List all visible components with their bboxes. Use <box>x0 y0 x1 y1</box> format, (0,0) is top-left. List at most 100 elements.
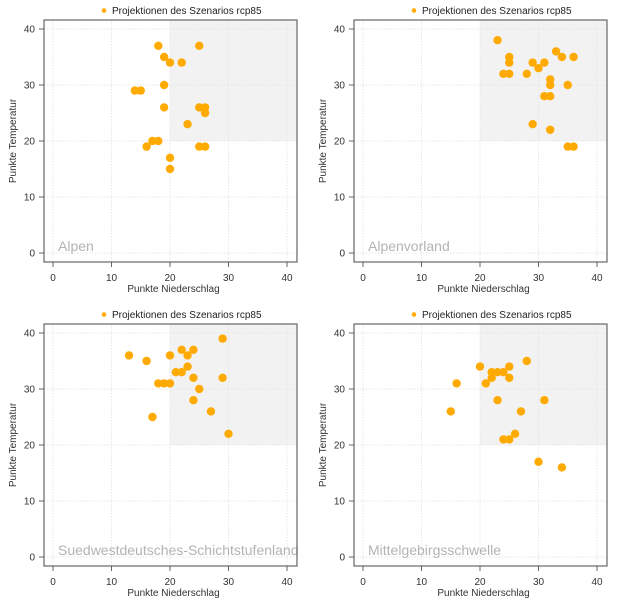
y-tick-label: 30 <box>334 385 346 396</box>
legend-marker <box>411 8 417 13</box>
data-point <box>505 58 514 67</box>
region-label: Suedwestdeutsches-Schichtstufenland <box>58 542 298 558</box>
x-tick-label: 20 <box>474 577 486 588</box>
y-tick-label: 0 <box>339 553 345 564</box>
y-tick-label: 10 <box>24 193 36 204</box>
data-point <box>475 362 485 371</box>
data-point <box>218 334 227 343</box>
data-point <box>159 52 169 62</box>
x-tick-label: 0 <box>360 577 366 588</box>
y-tick-label: 40 <box>24 25 36 36</box>
data-point <box>224 429 233 438</box>
data-point <box>165 58 175 67</box>
y-tick-label: 10 <box>334 193 346 204</box>
data-point <box>551 47 561 56</box>
legend-label: Projektionen des Szenarios rcp85 <box>112 6 262 17</box>
data-point <box>493 368 502 377</box>
data-point <box>446 407 455 416</box>
shaded-region <box>170 20 297 141</box>
legend: Projektionen des Szenarios rcp85 <box>411 310 572 321</box>
x-tick-label: 40 <box>281 273 293 284</box>
region-label: Mittelgebirgsschwelle <box>368 542 501 558</box>
legend-label: Projektionen des Szenarios rcp85 <box>112 310 262 321</box>
data-point <box>177 345 186 354</box>
data-point <box>200 142 210 151</box>
data-point <box>206 407 216 416</box>
x-tick-label: 30 <box>533 273 545 284</box>
y-tick-label: 10 <box>334 497 346 508</box>
data-point <box>528 58 537 67</box>
data-point <box>534 63 543 73</box>
data-point <box>528 120 537 129</box>
x-tick-label: 30 <box>223 273 235 284</box>
y-tick-label: 30 <box>24 385 36 396</box>
scatter-chart-alpen: Alpen 0 10 20 30 40 0 10 20 30 40 Punkte Niederschl… <box>8 6 298 295</box>
region-label: Alpenvorland <box>368 238 450 254</box>
x-tick-label: 10 <box>106 273 118 284</box>
y-tick-label: 20 <box>334 441 346 452</box>
x-tick-label: 40 <box>281 577 293 588</box>
x-tick-label: 10 <box>416 577 428 588</box>
scatter-chart-suedwestdeutsches-schichtstufenland: Suedwestdeutsches-Schichtstufenland 0 10 20… <box>8 310 298 599</box>
data-point <box>183 120 192 129</box>
data-point <box>130 86 140 95</box>
data-point <box>493 396 502 405</box>
data-point <box>569 142 578 151</box>
data-point <box>546 92 555 101</box>
data-point <box>546 125 555 134</box>
data-point <box>218 373 227 382</box>
data-point <box>183 362 192 371</box>
data-point <box>154 41 163 50</box>
data-point <box>505 435 514 444</box>
data-point <box>183 351 192 360</box>
data-point <box>540 58 549 67</box>
x-axis-title: Punkte Niederschlag <box>437 284 529 295</box>
data-point <box>499 69 508 79</box>
y-tick-label: 30 <box>334 81 346 92</box>
x-tick-label: 30 <box>533 577 545 588</box>
y-axis-title: Punkte Temperatur <box>8 98 19 183</box>
legend: Projektionen des Szenarios rcp85 <box>101 310 262 321</box>
chart-panel-suedwestdeutsches-schichtstufenland: Suedwestdeutsches-Schichtstufenland 0 10 20… <box>0 304 310 604</box>
data-point <box>136 86 145 95</box>
y-tick-label: 20 <box>24 137 36 148</box>
legend: Projektionen des Szenarios rcp85 <box>411 6 572 17</box>
data-point <box>177 368 186 377</box>
data-point <box>148 136 157 146</box>
y-axis-title: Punkte Temperatur <box>318 98 329 183</box>
data-point <box>540 92 549 101</box>
data-point <box>534 457 543 466</box>
scatter-chart-alpenvorland: Alpenvorland 0 10 20 30 40 0 10 20 30 40 Punkte Nie… <box>318 6 608 295</box>
x-tick-label: 40 <box>591 273 603 284</box>
data-point <box>165 379 175 388</box>
data-point <box>493 36 502 45</box>
data-point <box>522 69 531 79</box>
data-point <box>165 351 175 360</box>
data-point <box>487 373 496 382</box>
shaded-region <box>170 324 297 445</box>
y-tick-label: 30 <box>24 81 36 92</box>
x-tick-label: 20 <box>164 577 176 588</box>
shaded-region <box>480 324 607 445</box>
data-point <box>154 136 163 146</box>
x-tick-label: 10 <box>106 577 118 588</box>
x-tick-label: 0 <box>360 273 366 284</box>
data-point <box>452 379 461 388</box>
data-point <box>148 412 157 422</box>
x-tick-label: 0 <box>50 273 56 284</box>
data-point <box>563 142 572 151</box>
chart-panel-mittelgebirgsschwelle: Mittelgebirgsschwelle 0 10 20 30 40 0 10 20 30 40 P… <box>310 304 620 604</box>
scatter-chart-mittelgebirgsschwelle: Mittelgebirgsschwelle 0 10 20 30 40 0 10 20 30 40 P… <box>318 310 608 599</box>
data-point <box>505 69 514 79</box>
data-point <box>195 41 204 50</box>
data-point <box>516 407 526 416</box>
x-tick-label: 30 <box>223 577 235 588</box>
data-point <box>481 379 491 388</box>
legend-label: Projektionen des Szenarios rcp85 <box>422 6 572 17</box>
data-point <box>499 368 508 377</box>
data-point <box>165 153 175 162</box>
y-tick-label: 40 <box>334 329 346 340</box>
x-axis-title: Punkte Niederschlag <box>437 588 529 599</box>
data-point <box>505 373 514 382</box>
data-point <box>569 52 578 62</box>
